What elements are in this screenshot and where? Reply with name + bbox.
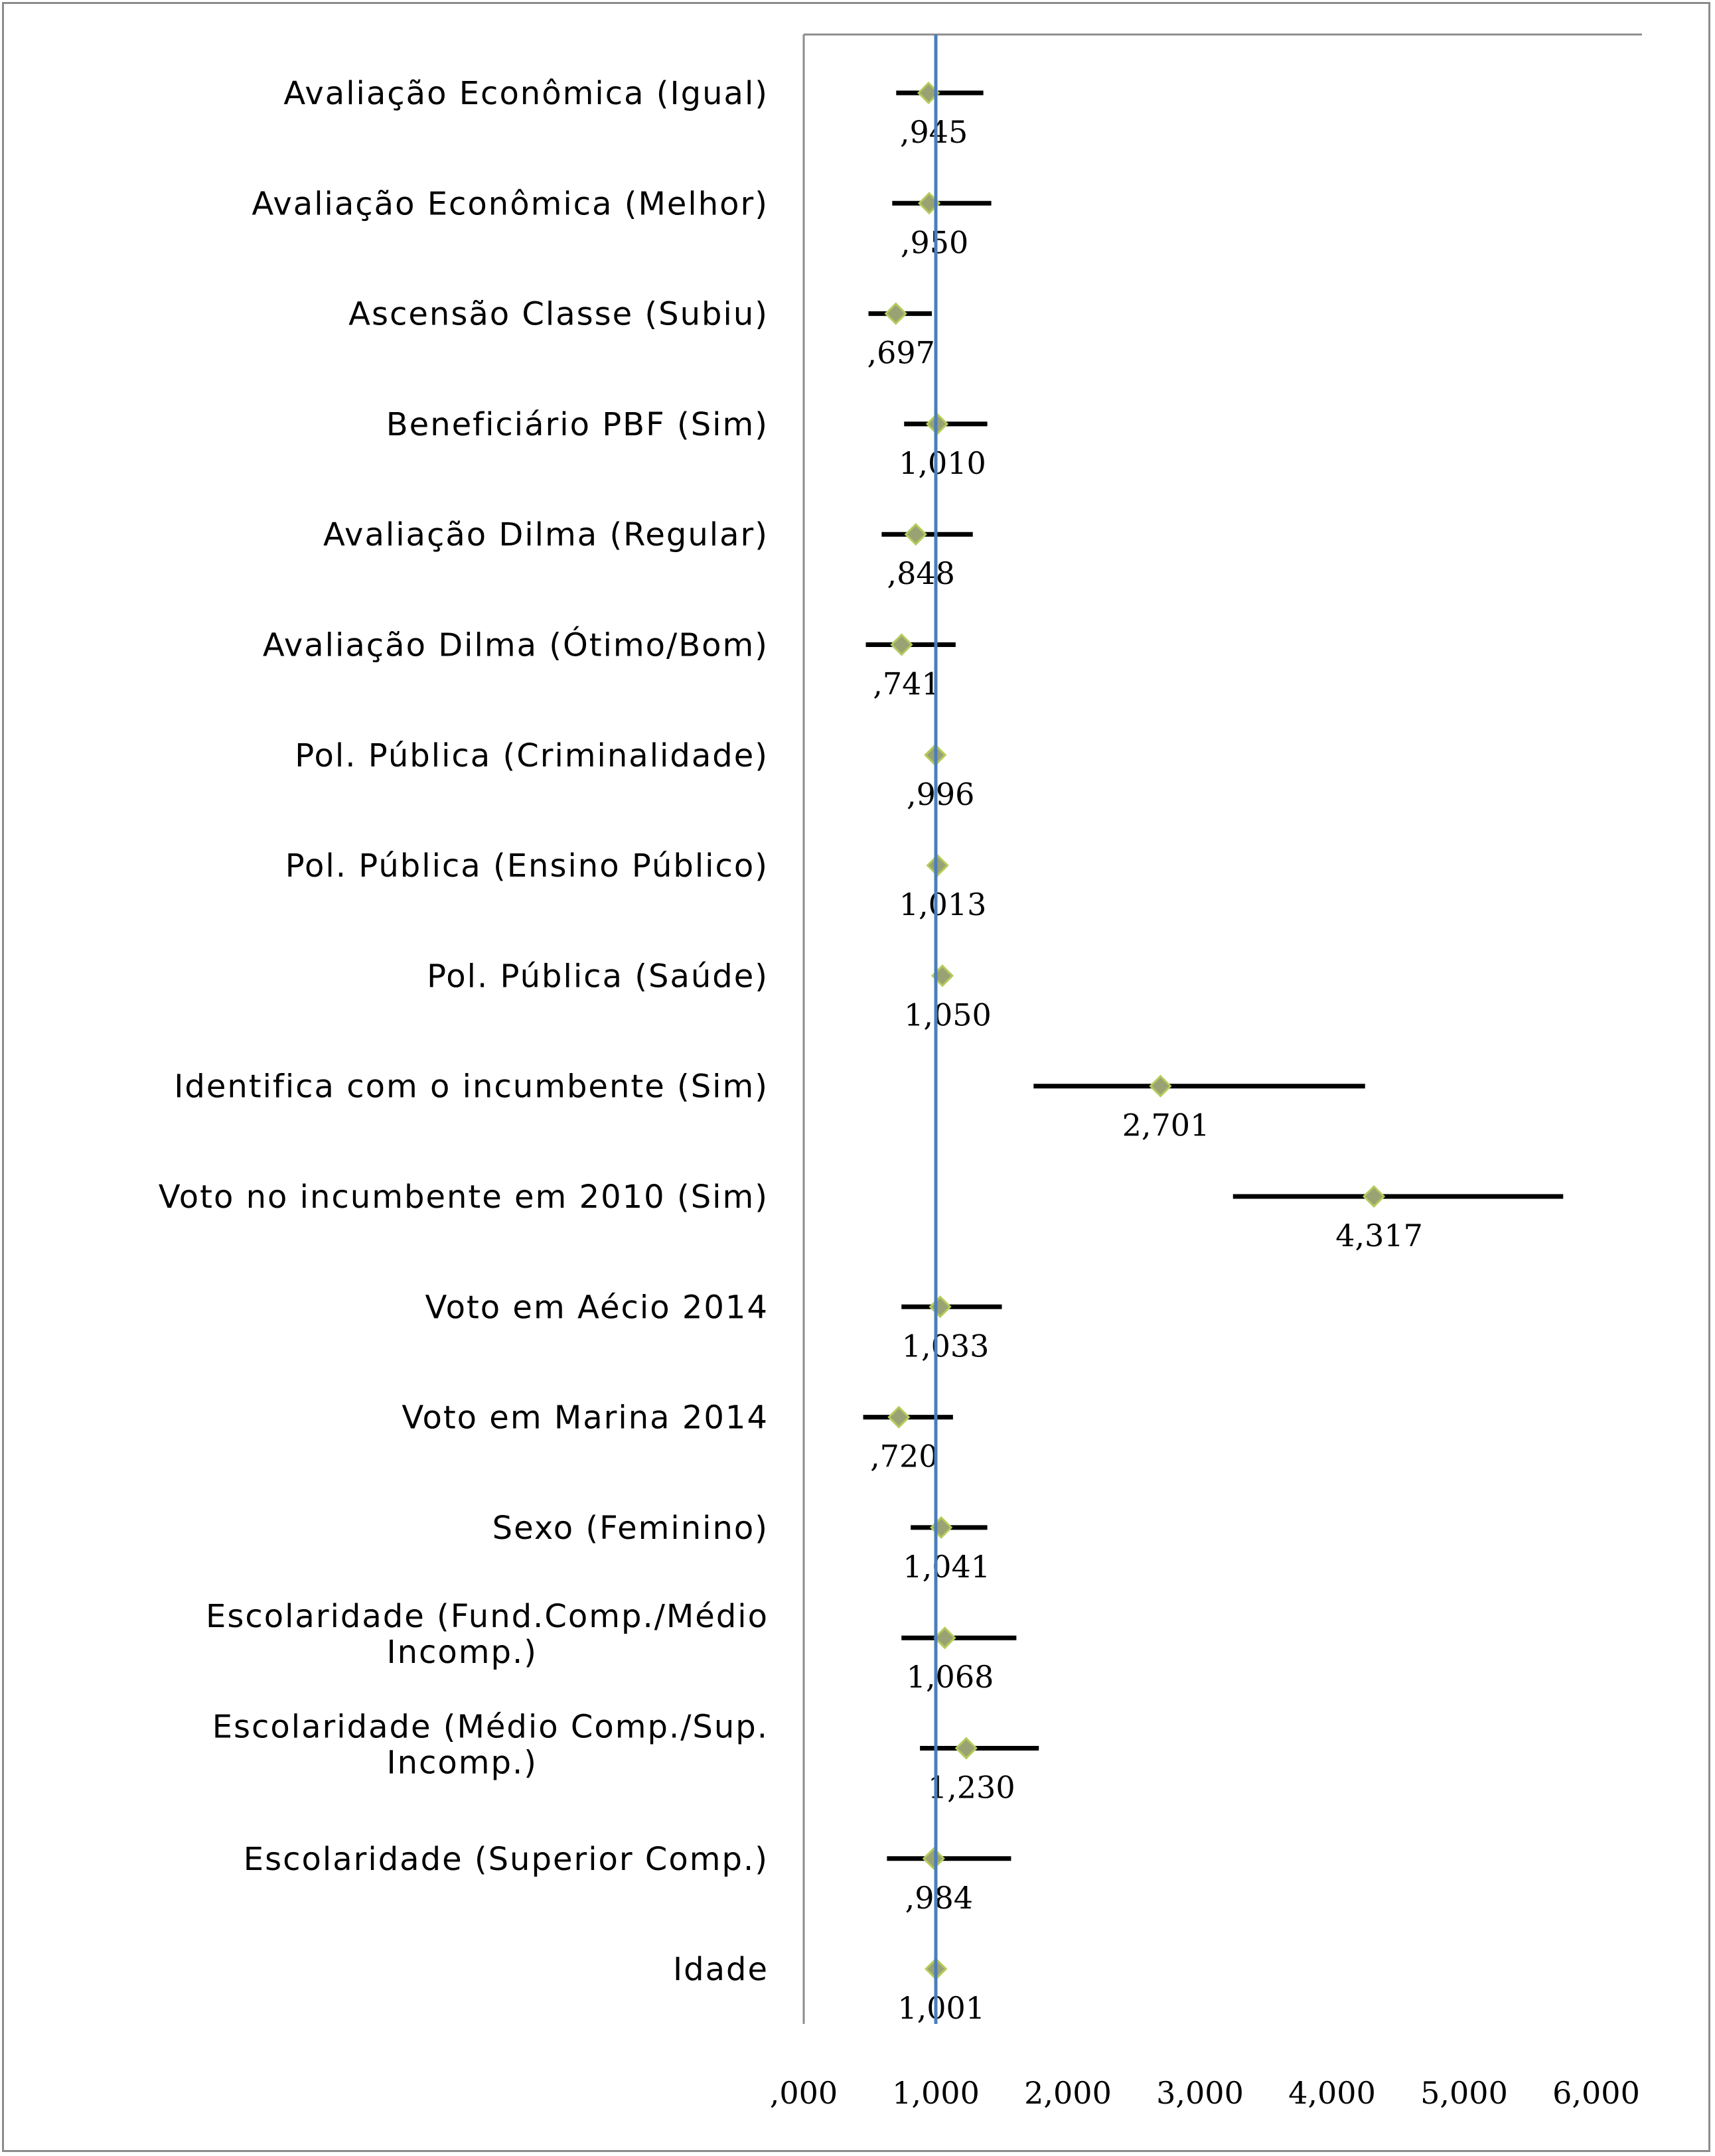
estimate-label: ,996 <box>907 776 974 812</box>
category-label: Avaliação Dilma (Regular) <box>323 516 769 553</box>
category-label: Identifica com o incumbente (Sim) <box>174 1068 769 1106</box>
category-label: Escolaridade (Médio Comp./Sup. <box>212 1709 769 1746</box>
category-label: Voto no incumbente em 2010 (Sim) <box>159 1179 769 1216</box>
estimate-marker <box>933 1626 956 1650</box>
x-tick-label: ,000 <box>770 2075 838 2111</box>
category-label: Escolaridade (Fund.Comp./Médio <box>206 1598 769 1635</box>
estimate-marker <box>890 633 913 656</box>
x-tick-label: 5,000 <box>1420 2075 1508 2111</box>
category-label-line2: Incomp.) <box>386 1745 538 1782</box>
estimate-marker <box>926 853 949 877</box>
estimate-label: 1,068 <box>907 1659 994 1695</box>
estimate-marker <box>1362 1185 1386 1208</box>
estimate-label: 1,041 <box>903 1549 990 1585</box>
category-label: Voto em Aécio 2014 <box>425 1289 769 1326</box>
estimate-label: ,848 <box>887 555 955 591</box>
estimate-label: ,984 <box>905 1880 973 1916</box>
category-label: Sexo (Feminino) <box>492 1510 769 1547</box>
category-label-line2: Incomp.) <box>386 1634 538 1671</box>
estimate-marker <box>929 1295 952 1319</box>
estimate-marker <box>887 1405 911 1429</box>
category-label: Pol. Pública (Criminalidade) <box>295 737 769 774</box>
estimate-marker <box>954 1737 978 1760</box>
x-tick-label: 1,000 <box>892 2075 980 2111</box>
estimate-label: 1,013 <box>899 887 987 922</box>
category-label: Pol. Pública (Ensino Público) <box>285 847 769 885</box>
estimate-label: ,945 <box>900 114 968 150</box>
category-label: Pol. Pública (Saúde) <box>427 958 769 995</box>
estimate-label: 1,001 <box>897 1990 985 2026</box>
x-tick-label: 2,000 <box>1024 2075 1112 2111</box>
category-label: Idade <box>673 1951 769 1988</box>
category-label: Avaliação Econômica (Melhor) <box>252 185 769 222</box>
estimate-marker <box>922 1847 945 1870</box>
x-tick-label: 3,000 <box>1156 2075 1244 2111</box>
estimate-label: 1,010 <box>899 445 986 481</box>
estimate-label: 4,317 <box>1335 1218 1423 1254</box>
category-label: Voto em Marina 2014 <box>402 1400 769 1437</box>
estimate-label: ,697 <box>867 335 934 371</box>
estimate-label: 1,033 <box>902 1328 990 1364</box>
category-label: Beneficiário PBF (Sim) <box>386 406 769 443</box>
x-tick-label: 4,000 <box>1288 2075 1376 2111</box>
category-label: Ascensão Classe (Subiu) <box>348 296 769 333</box>
estimate-label: ,720 <box>870 1439 938 1474</box>
category-label: Escolaridade (Superior Comp.) <box>244 1841 769 1878</box>
estimate-label: 1,050 <box>904 997 992 1033</box>
estimate-label: ,741 <box>873 666 940 702</box>
estimate-marker <box>904 523 927 546</box>
category-label: Avaliação Dilma (Ótimo/Bom) <box>263 626 769 664</box>
estimate-label: 1,230 <box>928 1770 1015 1806</box>
estimate-marker <box>884 302 907 325</box>
x-tick-label: 6,000 <box>1552 2075 1640 2111</box>
category-label: Avaliação Econômica (Igual) <box>283 75 769 112</box>
estimate-label: 2,701 <box>1122 1108 1210 1143</box>
estimate-marker <box>1149 1074 1172 1098</box>
